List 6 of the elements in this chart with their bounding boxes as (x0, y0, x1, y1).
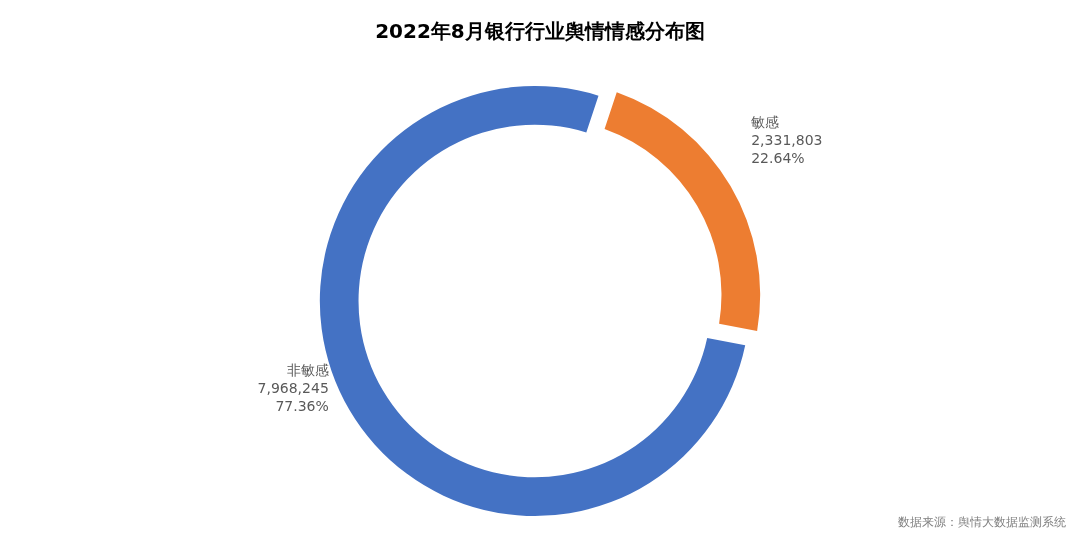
source-note: 数据来源：舆情大数据监测系统 (898, 515, 1066, 529)
data-label: 2,331,803 22.64% (751, 131, 823, 166)
data-label: 7,968,245 77.36% (257, 380, 329, 415)
slice-label: 敏感 (751, 113, 780, 130)
slice-label: 非敏感 (286, 362, 329, 379)
chart-title: 2022年8月银行行业舆情情感分布图 (375, 19, 705, 43)
